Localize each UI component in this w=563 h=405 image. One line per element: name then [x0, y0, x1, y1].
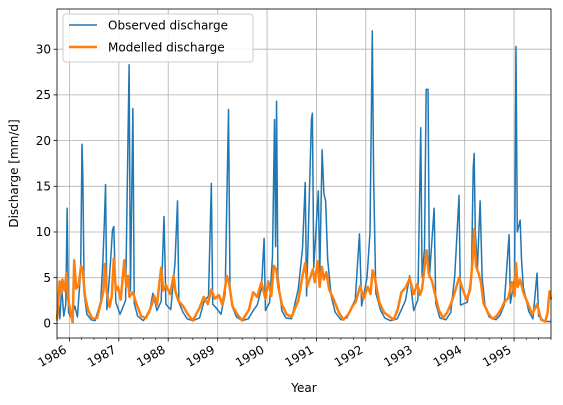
legend-box — [62, 13, 254, 63]
y-axis: 0 5 10 15 20 25 30 — [36, 42, 57, 331]
y-tick-label: 25 — [36, 88, 51, 102]
grid-lines — [57, 9, 551, 338]
legend-label-modelled: Modelled discharge — [108, 40, 225, 54]
y-tick-label: 15 — [36, 179, 51, 193]
legend-label-observed: Observed discharge — [108, 18, 228, 32]
plot-area — [55, 30, 553, 324]
legend: Observed discharge Modelled discharge — [62, 13, 254, 63]
y-tick-label: 20 — [36, 134, 51, 148]
y-tick-label: 0 — [43, 317, 51, 331]
y-tick-label: 30 — [36, 42, 51, 56]
x-axis-title: Year — [290, 381, 316, 395]
series-line-modelled-discharge — [55, 228, 553, 324]
y-axis-title: Discharge [mm/d] — [7, 119, 21, 227]
y-tick-label: 10 — [36, 225, 51, 239]
y-tick-label: 5 — [43, 271, 51, 285]
